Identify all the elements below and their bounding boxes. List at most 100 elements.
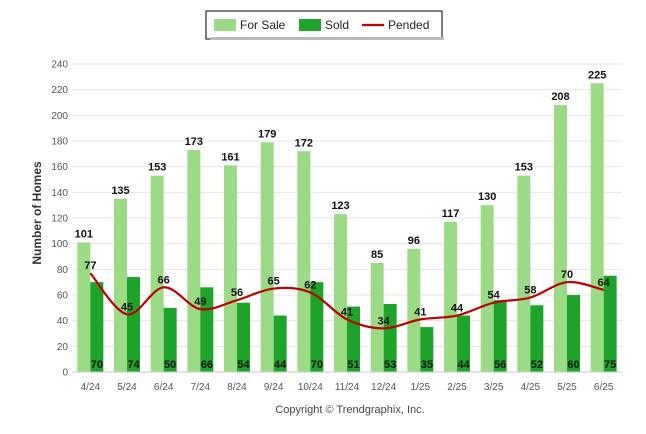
y-tick-label: 180 [51, 137, 68, 148]
y-tick-label: 100 [51, 239, 68, 250]
y-tick-label: 140 [51, 188, 68, 199]
legend-label-pended: Pended [388, 18, 429, 32]
sold-value-label: 70 [91, 359, 103, 371]
legend-label-for-sale: For Sale [240, 18, 286, 32]
pended-value-label: 49 [194, 296, 206, 308]
for-sale-bar [297, 151, 311, 372]
data-labels: 101 70 77 135 74 45 153 50 66 173 66 49 161 54 56 179 44… [75, 69, 617, 371]
for-sale-bar [407, 248, 421, 372]
for-sale-bar [187, 149, 201, 372]
x-tick-label: 6/24 [154, 382, 174, 393]
x-tick-label: 4/24 [81, 382, 101, 393]
sold-bar [127, 277, 140, 372]
for-sale-value-label: 130 [478, 191, 496, 203]
for-sale-bar [370, 262, 384, 372]
for-sale-value-label: 135 [111, 185, 129, 197]
x-tick-label: 10/24 [298, 382, 323, 393]
sold-value-label: 51 [347, 359, 359, 371]
x-tick-label: 9/24 [264, 382, 284, 393]
pended-value-label: 77 [84, 260, 96, 272]
pended-value-label: 44 [451, 303, 464, 315]
sold-value-label: 35 [421, 359, 433, 371]
bars [77, 83, 617, 373]
pended-value-label: 62 [304, 279, 316, 291]
pended-value-label: 34 [378, 315, 391, 327]
sold-bar [90, 282, 104, 372]
for-sale-bar [517, 175, 531, 372]
for-sale-bar [114, 198, 127, 372]
y-tick-label: 80 [57, 265, 69, 276]
y-tick-label: 220 [51, 85, 68, 96]
y-tick-label: 20 [57, 342, 69, 353]
x-tick-label: 2/25 [447, 382, 467, 393]
legend-swatch-for-sale [214, 19, 236, 31]
y-axis: 0 20 40 60 80 100 120 140 160 180 200 220 240 [51, 60, 68, 379]
for-sale-bar [224, 165, 237, 372]
for-sale-value-label: 208 [551, 91, 569, 103]
sold-value-label: 60 [567, 359, 579, 371]
for-sale-value-label: 153 [148, 162, 166, 174]
for-sale-bar [334, 214, 347, 372]
sold-value-label: 44 [274, 359, 287, 371]
for-sale-bar [260, 142, 274, 372]
for-sale-bar [480, 205, 494, 372]
sold-bar [530, 305, 544, 372]
for-sale-value-label: 85 [371, 249, 383, 261]
sold-bar [420, 327, 434, 372]
x-tick-label: 11/24 [335, 382, 360, 393]
sold-bar [603, 275, 617, 372]
sold-value-label: 75 [604, 359, 616, 371]
for-sale-value-label: 173 [185, 136, 203, 148]
legend: For Sale Sold Pended [205, 10, 444, 40]
y-tick-label: 200 [51, 111, 68, 122]
for-sale-value-label: 153 [515, 162, 533, 174]
x-tick-label: 3/25 [484, 382, 504, 393]
sold-value-label: 74 [127, 359, 140, 371]
x-tick-label: 1/25 [411, 382, 431, 393]
for-sale-value-label: 179 [258, 128, 276, 140]
sold-value-label: 53 [384, 359, 396, 371]
legend-label-sold: Sold [325, 18, 349, 32]
pended-value-label: 41 [414, 306, 426, 318]
sold-value-label: 44 [457, 359, 470, 371]
for-sale-bar [554, 105, 567, 373]
sold-bar [457, 315, 470, 372]
pended-value-label: 58 [524, 285, 536, 297]
pended-value-label: 66 [158, 274, 170, 286]
sold-bar [493, 300, 507, 372]
for-sale-value-label: 123 [331, 200, 349, 212]
legend-swatch-sold [299, 19, 321, 31]
copyright-text: Copyright © Trendgraphix, Inc. [275, 404, 424, 416]
y-tick-label: 0 [62, 368, 68, 379]
x-tick-label: 7/24 [191, 382, 211, 393]
x-tick-label: 8/24 [227, 382, 247, 393]
for-sale-value-label: 172 [295, 137, 313, 149]
pended-value-label: 70 [561, 269, 573, 281]
pended-value-label: 64 [598, 277, 611, 289]
sold-value-label: 52 [531, 359, 543, 371]
y-tick-label: 240 [51, 60, 68, 71]
sold-value-label: 66 [201, 359, 213, 371]
x-tick-label: 5/24 [117, 382, 137, 393]
pended-value-label: 54 [488, 290, 501, 302]
sold-value-label: 56 [494, 359, 506, 371]
for-sale-value-label: 96 [408, 235, 420, 247]
for-sale-bar [150, 175, 164, 372]
sold-value-label: 70 [311, 359, 323, 371]
sold-value-label: 54 [237, 359, 250, 371]
sold-bar [163, 307, 177, 372]
y-tick-label: 160 [51, 162, 68, 173]
x-tick-label: 12/24 [371, 382, 396, 393]
y-tick-label: 60 [57, 291, 69, 302]
for-sale-value-label: 101 [75, 228, 93, 240]
pended-value-label: 56 [231, 287, 243, 299]
pended-value-label: 41 [341, 306, 353, 318]
sold-value-label: 50 [164, 359, 176, 371]
for-sale-bar [590, 83, 604, 372]
x-tick-label: 4/25 [521, 382, 541, 393]
for-sale-value-label: 225 [588, 69, 606, 81]
x-axis: 4/24 5/24 6/24 7/24 8/24 9/24 10/24 11/24 12/24 1… [72, 371, 622, 393]
for-sale-bar [444, 221, 457, 372]
